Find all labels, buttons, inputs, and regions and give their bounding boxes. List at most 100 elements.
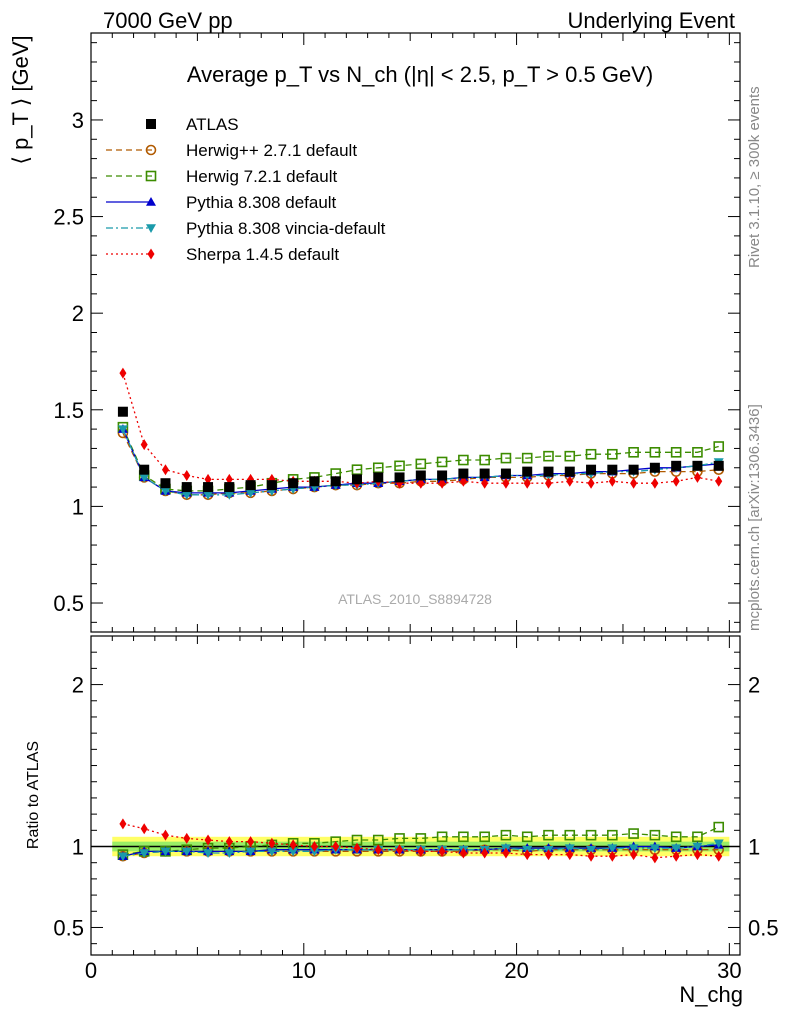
analysis-watermark: ATLAS_2010_S8894728 — [338, 591, 492, 607]
data-point — [139, 473, 150, 483]
ratio-data-point — [289, 839, 297, 851]
data-point — [160, 478, 171, 489]
ratio-data-point — [374, 844, 382, 856]
data-point — [564, 450, 576, 462]
energy-label: 7000 GeV pp — [103, 8, 233, 33]
data-point — [502, 477, 510, 489]
ratio-data-point — [139, 849, 150, 858]
rivet-version-label: Rivet 3.1.10, ≥ 300k events — [746, 86, 763, 268]
ratio-data-point — [502, 847, 510, 859]
ratio-data-point — [353, 842, 361, 854]
data-point — [628, 446, 639, 458]
legend-label: ATLAS — [186, 115, 239, 134]
ratio-data-point — [119, 818, 127, 830]
ratio-data-point — [521, 831, 533, 843]
ratio-data-point — [670, 831, 682, 843]
x-tick-label: 20 — [504, 958, 528, 983]
ratio-data-point — [649, 844, 660, 854]
data-point — [715, 475, 723, 487]
ratio-data-point — [183, 832, 191, 844]
ratio-data-point — [523, 849, 531, 861]
ratio-data-point — [266, 847, 277, 857]
ratio-data-point — [481, 847, 489, 859]
ratio-y-tick-label-right: 0.5 — [748, 915, 779, 940]
legend-label: Sherpa 1.4.5 default — [186, 245, 339, 264]
main-y-axis-label: ⟨ p_T ⟩ [GeV] — [8, 35, 33, 164]
ratio-series-line — [122, 842, 719, 857]
ratio-data-point — [203, 849, 214, 858]
data-point — [607, 464, 618, 475]
ratio-data-point — [458, 831, 469, 843]
main-y-tick-label: 1 — [72, 494, 84, 519]
legend-marker — [146, 119, 156, 129]
data-point — [203, 491, 214, 500]
ratio-data-point — [692, 842, 703, 852]
main-y-tick-label: 1.5 — [53, 398, 84, 423]
ratio-data-point — [672, 850, 680, 862]
data-point — [479, 454, 490, 466]
data-point — [458, 454, 469, 466]
data-point — [670, 446, 682, 458]
data-point — [372, 462, 384, 474]
ratio-data-point — [649, 829, 661, 841]
ratio-data-point — [310, 841, 318, 853]
series-atlas — [117, 406, 724, 493]
ratio-data-point — [288, 847, 299, 857]
data-point — [651, 477, 659, 489]
series-line — [122, 372, 719, 484]
main-y-tick-label: 2.5 — [53, 205, 84, 230]
ratio-plot-frame — [90, 635, 741, 956]
data-point — [692, 460, 703, 471]
legend-entry: Herwig 7.2.1 default — [106, 167, 337, 186]
data-point — [649, 446, 661, 458]
ratio-data-point — [628, 828, 639, 839]
data-point — [183, 469, 191, 481]
legend-marker — [146, 224, 156, 233]
data-point — [415, 470, 426, 481]
ratio-data-point — [713, 839, 724, 849]
data-point — [330, 476, 341, 487]
data-point — [351, 464, 363, 475]
data-point — [373, 472, 384, 483]
data-point — [140, 439, 148, 451]
data-point — [628, 464, 639, 475]
ratio-y-tick-label: 2 — [72, 673, 84, 698]
data-point — [117, 425, 128, 435]
data-point — [119, 367, 127, 379]
ratio-data-point — [245, 847, 256, 857]
ratio-data-point — [544, 849, 552, 861]
data-point — [630, 477, 638, 489]
ratio-data-point — [608, 850, 616, 862]
data-point — [500, 452, 512, 464]
ratio-data-point — [587, 850, 595, 862]
legend-label: Herwig 7.2.1 default — [186, 167, 337, 186]
ratio-data-point — [224, 849, 235, 858]
legend-label: Herwig++ 2.7.1 default — [186, 141, 357, 160]
ratio-data-point — [117, 852, 128, 862]
data-point — [543, 466, 554, 477]
ratio-y-tick-label: 1 — [72, 835, 84, 860]
data-point — [351, 474, 362, 485]
ratio-data-point — [566, 849, 574, 861]
data-point — [479, 468, 490, 479]
main-y-tick-label: 0.5 — [53, 591, 84, 616]
data-point — [672, 475, 680, 487]
data-point — [139, 464, 150, 475]
ratio-data-point — [607, 844, 618, 854]
data-point — [522, 466, 533, 477]
ratio-data-point — [394, 833, 405, 844]
ratio-data-point — [564, 844, 575, 854]
data-point — [394, 460, 405, 472]
legend-marker — [147, 248, 155, 260]
ratio-data-point — [459, 847, 467, 859]
ratio-data-point — [500, 829, 512, 841]
ratio-data-point — [651, 852, 659, 864]
data-point — [713, 441, 725, 452]
ratio-data-point — [268, 837, 276, 849]
x-tick-label: 10 — [292, 958, 316, 983]
ratio-data-point — [586, 845, 597, 855]
data-point — [566, 475, 574, 487]
legend-entry: ATLAS — [146, 115, 239, 134]
ratio-series-sherpa-1-4-5-default — [119, 818, 723, 864]
ratio-data-point — [671, 844, 682, 854]
